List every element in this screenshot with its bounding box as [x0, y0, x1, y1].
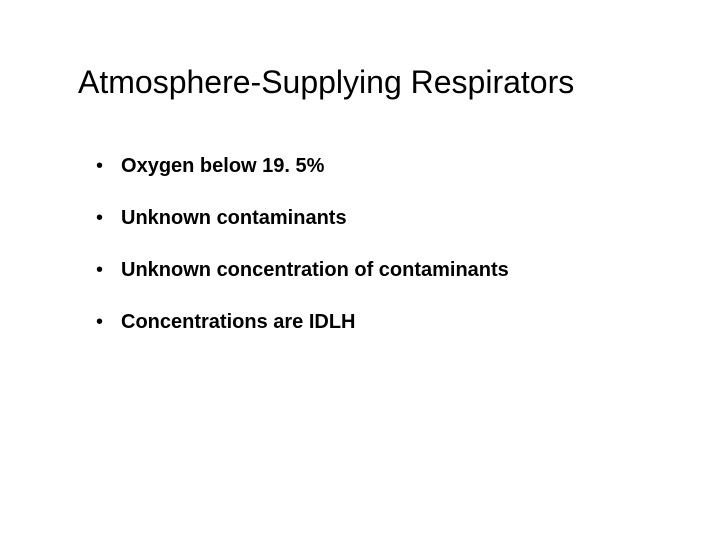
list-item: • Unknown contaminants: [96, 206, 660, 230]
bullet-list: • Oxygen below 19. 5% • Unknown contamin…: [96, 154, 660, 362]
bullet-icon: •: [96, 206, 103, 230]
slide-title: Atmosphere-Supplying Respirators: [78, 64, 574, 101]
list-item: • Concentrations are IDLH: [96, 310, 660, 334]
list-item: • Unknown concentration of contaminants: [96, 258, 660, 282]
bullet-text: Unknown concentration of contaminants: [121, 258, 509, 282]
bullet-icon: •: [96, 258, 103, 282]
list-item: • Oxygen below 19. 5%: [96, 154, 660, 178]
slide: Atmosphere-Supplying Respirators • Oxyge…: [0, 0, 720, 540]
bullet-icon: •: [96, 154, 103, 178]
bullet-text: Unknown contaminants: [121, 206, 347, 230]
bullet-icon: •: [96, 310, 103, 334]
bullet-text: Concentrations are IDLH: [121, 310, 355, 334]
bullet-text: Oxygen below 19. 5%: [121, 154, 324, 178]
